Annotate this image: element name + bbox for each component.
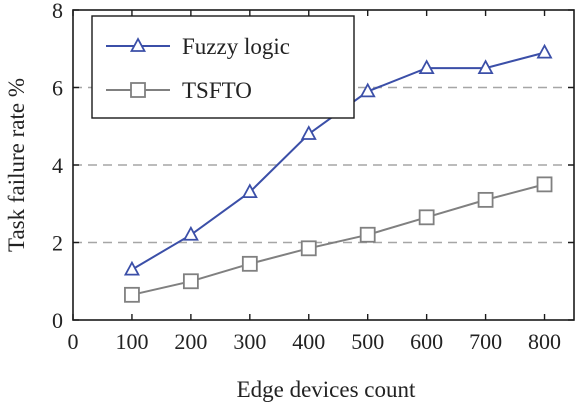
triangle-marker bbox=[477, 59, 494, 75]
triangle-marker bbox=[182, 225, 199, 241]
square-marker bbox=[241, 255, 258, 272]
square-marker bbox=[300, 240, 317, 257]
y-tick-label: 2 bbox=[52, 231, 63, 256]
y-tick-label: 8 bbox=[52, 0, 63, 23]
triangle-marker bbox=[241, 183, 258, 199]
axis-ticks: 0 100 200 300 400 500 600 700 800 0 2 4 6 8 bbox=[52, 0, 574, 354]
series-group bbox=[123, 43, 553, 303]
triangle-marker bbox=[123, 260, 140, 276]
x-tick-label: 500 bbox=[351, 329, 384, 354]
series-line-1 bbox=[131, 183, 545, 296]
y-axis-title: Task failure rate % bbox=[4, 78, 29, 252]
legend: Fuzzy logic TSFTO bbox=[91, 15, 355, 119]
x-tick-label: 200 bbox=[174, 329, 207, 354]
square-marker bbox=[418, 209, 435, 226]
square-marker bbox=[124, 286, 140, 303]
x-tick-label: 100 bbox=[115, 329, 148, 354]
x-tick-label: 700 bbox=[469, 329, 502, 354]
y-tick-label: 4 bbox=[52, 153, 63, 178]
triangle-marker bbox=[536, 43, 553, 59]
legend-box bbox=[91, 15, 355, 119]
triangle-marker bbox=[359, 82, 376, 98]
x-tick-label: 800 bbox=[528, 329, 561, 354]
legend-label: Fuzzy logic bbox=[182, 34, 290, 59]
square-marker bbox=[477, 191, 494, 208]
triangle-marker bbox=[418, 59, 435, 75]
x-tick-label: 400 bbox=[292, 329, 325, 354]
x-tick-label: 600 bbox=[410, 329, 443, 354]
x-tick-label: 0 bbox=[68, 329, 79, 354]
x-axis-title: Edge devices count bbox=[237, 377, 416, 402]
triangle-marker bbox=[300, 125, 317, 140]
y-tick-label: 6 bbox=[52, 76, 63, 101]
legend-label: TSFTO bbox=[182, 78, 252, 103]
legend-triangle-marker bbox=[129, 37, 147, 52]
square-marker bbox=[536, 176, 553, 193]
x-tick-label: 300 bbox=[233, 329, 266, 354]
square-marker bbox=[359, 226, 376, 243]
legend-square-marker bbox=[130, 82, 146, 98]
y-tick-label: 0 bbox=[52, 308, 63, 333]
square-marker bbox=[182, 273, 199, 290]
